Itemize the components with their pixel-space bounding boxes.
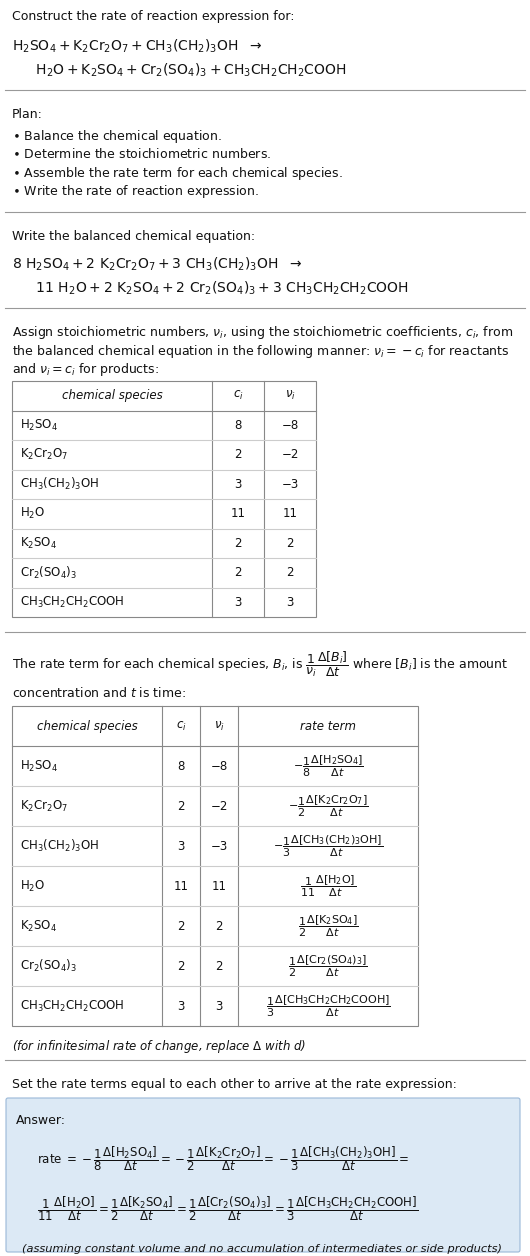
Text: $\mathrm{CH_3(CH_2)_3OH}$: $\mathrm{CH_3(CH_2)_3OH}$	[20, 476, 99, 492]
Text: 2: 2	[234, 448, 242, 461]
Text: $-\dfrac{1}{3}\dfrac{\Delta[\mathrm{CH_3(CH_2)_3OH}]}{\Delta t}$: $-\dfrac{1}{3}\dfrac{\Delta[\mathrm{CH_3…	[273, 833, 383, 859]
Text: $\mathrm{H_2SO_4}$: $\mathrm{H_2SO_4}$	[20, 759, 58, 774]
Text: 2: 2	[286, 566, 294, 579]
Text: $\mathrm{H_2SO_4}$: $\mathrm{H_2SO_4}$	[20, 418, 58, 433]
Text: rate $= -\dfrac{1}{8}\dfrac{\Delta[\mathrm{H_2SO_4}]}{\Delta t} = -\dfrac{1}{2}\: rate $= -\dfrac{1}{8}\dfrac{\Delta[\math…	[37, 1144, 410, 1173]
Text: concentration and $t$ is time:: concentration and $t$ is time:	[12, 686, 186, 700]
Text: 2: 2	[177, 960, 185, 972]
Text: −3: −3	[281, 477, 298, 491]
Text: $\dfrac{1}{11}\dfrac{\Delta[\mathrm{H_2O}]}{\Delta t}$: $\dfrac{1}{11}\dfrac{\Delta[\mathrm{H_2O…	[300, 873, 356, 899]
Text: $\mathrm{CH_3CH_2CH_2COOH}$: $\mathrm{CH_3CH_2CH_2COOH}$	[20, 999, 125, 1014]
Text: Construct the rate of reaction expression for:: Construct the rate of reaction expressio…	[12, 10, 295, 23]
Text: −3: −3	[210, 839, 227, 853]
Text: 2: 2	[234, 536, 242, 550]
Text: 3: 3	[178, 1000, 184, 1012]
Text: 2: 2	[177, 800, 185, 813]
Text: (for infinitesimal rate of change, replace $\Delta$ with $d$): (for infinitesimal rate of change, repla…	[12, 1037, 306, 1055]
Text: 11: 11	[173, 879, 189, 893]
Text: $\mathrm{CH_3CH_2CH_2COOH}$: $\mathrm{CH_3CH_2CH_2COOH}$	[20, 594, 125, 610]
Text: −8: −8	[210, 760, 227, 772]
Text: 2: 2	[215, 960, 223, 972]
Bar	[12, 381, 316, 617]
Text: $\dfrac{1}{2}\dfrac{\Delta[\mathrm{Cr_2(SO_4)_3}]}{\Delta t}$: $\dfrac{1}{2}\dfrac{\Delta[\mathrm{Cr_2(…	[288, 953, 368, 978]
Text: $\mathrm{Cr_2(SO_4)_3}$: $\mathrm{Cr_2(SO_4)_3}$	[20, 958, 77, 975]
Text: $\mathrm{H_2SO_4 + K_2Cr_2O_7 + CH_3(CH_2)_3OH}$  $\rightarrow$: $\mathrm{H_2SO_4 + K_2Cr_2O_7 + CH_3(CH_…	[12, 38, 262, 55]
Text: $c_i$: $c_i$	[233, 389, 243, 402]
FancyBboxPatch shape	[6, 1098, 520, 1252]
Text: rate term: rate term	[300, 720, 356, 732]
Text: $\mathrm{H_2O}$: $\mathrm{H_2O}$	[20, 878, 45, 893]
Text: $\mathrm{Cr_2(SO_4)_3}$: $\mathrm{Cr_2(SO_4)_3}$	[20, 565, 77, 580]
Text: 8: 8	[234, 418, 242, 432]
Text: 3: 3	[234, 477, 242, 491]
Text: 2: 2	[215, 919, 223, 932]
Text: $\nu_i$: $\nu_i$	[285, 389, 295, 402]
Text: $\dfrac{1}{2}\dfrac{\Delta[\mathrm{K_2SO_4}]}{\Delta t}$: $\dfrac{1}{2}\dfrac{\Delta[\mathrm{K_2SO…	[298, 913, 358, 938]
Text: $\mathrm{CH_3(CH_2)_3OH}$: $\mathrm{CH_3(CH_2)_3OH}$	[20, 838, 99, 854]
Text: $\mathrm{K_2SO_4}$: $\mathrm{K_2SO_4}$	[20, 918, 57, 933]
Text: chemical species: chemical species	[61, 389, 162, 402]
Text: $\bullet$ Determine the stoichiometric numbers.: $\bullet$ Determine the stoichiometric n…	[12, 147, 271, 161]
Text: $\bullet$ Assemble the rate term for each chemical species.: $\bullet$ Assemble the rate term for eac…	[12, 165, 343, 182]
Text: $\dfrac{1}{11}\dfrac{\Delta[\mathrm{H_2O}]}{\Delta t} = \dfrac{1}{2}\dfrac{\Delt: $\dfrac{1}{11}\dfrac{\Delta[\mathrm{H_2O…	[37, 1194, 418, 1223]
Text: $\mathrm{H_2O + K_2SO_4 + Cr_2(SO_4)_3 + CH_3CH_2CH_2COOH}$: $\mathrm{H_2O + K_2SO_4 + Cr_2(SO_4)_3 +…	[27, 62, 347, 79]
Text: 3: 3	[234, 595, 242, 609]
Text: the balanced chemical equation in the following manner: $\nu_i = -c_i$ for react: the balanced chemical equation in the fo…	[12, 343, 509, 359]
Text: 2: 2	[286, 536, 294, 550]
Text: 11: 11	[231, 507, 245, 520]
Text: $\mathrm{8\ H_2SO_4 + 2\ K_2Cr_2O_7 + 3\ CH_3(CH_2)_3OH}$  $\rightarrow$: $\mathrm{8\ H_2SO_4 + 2\ K_2Cr_2O_7 + 3\…	[12, 256, 302, 274]
Text: 2: 2	[177, 919, 185, 932]
Text: $\mathrm{11\ H_2O + 2\ K_2SO_4 + 2\ Cr_2(SO_4)_3 + 3\ CH_3CH_2CH_2COOH}$: $\mathrm{11\ H_2O + 2\ K_2SO_4 + 2\ Cr_2…	[27, 280, 409, 298]
Text: The rate term for each chemical species, $B_i$, is $\dfrac{1}{\nu_i}\dfrac{\Delt: The rate term for each chemical species,…	[12, 651, 508, 679]
Text: $c_i$: $c_i$	[175, 720, 187, 732]
Text: Assign stoichiometric numbers, $\nu_i$, using the stoichiometric coefficients, $: Assign stoichiometric numbers, $\nu_i$, …	[12, 324, 513, 340]
Text: $\bullet$ Balance the chemical equation.: $\bullet$ Balance the chemical equation.	[12, 128, 222, 144]
Text: $\mathrm{K_2Cr_2O_7}$: $\mathrm{K_2Cr_2O_7}$	[20, 799, 68, 814]
Text: −2: −2	[281, 448, 299, 461]
Text: 11: 11	[211, 879, 226, 893]
Text: (assuming constant volume and no accumulation of intermediates or side products): (assuming constant volume and no accumul…	[22, 1243, 502, 1253]
Text: chemical species: chemical species	[37, 720, 137, 732]
Text: $-\dfrac{1}{8}\dfrac{\Delta[\mathrm{H_2SO_4}]}{\Delta t}$: $-\dfrac{1}{8}\dfrac{\Delta[\mathrm{H_2S…	[293, 754, 364, 779]
Text: Answer:: Answer:	[16, 1114, 66, 1127]
Text: and $\nu_i = c_i$ for products:: and $\nu_i = c_i$ for products:	[12, 360, 159, 378]
Text: 2: 2	[234, 566, 242, 579]
Text: −2: −2	[210, 800, 228, 813]
Text: $\mathrm{K_2SO_4}$: $\mathrm{K_2SO_4}$	[20, 536, 57, 551]
Text: $\mathrm{K_2Cr_2O_7}$: $\mathrm{K_2Cr_2O_7}$	[20, 447, 68, 462]
Text: Write the balanced chemical equation:: Write the balanced chemical equation:	[12, 230, 255, 242]
Text: 3: 3	[178, 839, 184, 853]
Text: $\bullet$ Write the rate of reaction expression.: $\bullet$ Write the rate of reaction exp…	[12, 183, 259, 201]
Text: 3: 3	[215, 1000, 223, 1012]
Text: $\dfrac{1}{3}\dfrac{\Delta[\mathrm{CH_3CH_2CH_2COOH}]}{\Delta t}$: $\dfrac{1}{3}\dfrac{\Delta[\mathrm{CH_3C…	[266, 993, 391, 1019]
Bar	[12, 706, 418, 1026]
Text: 11: 11	[282, 507, 297, 520]
Text: 8: 8	[178, 760, 184, 772]
Text: Set the rate terms equal to each other to arrive at the rate expression:: Set the rate terms equal to each other t…	[12, 1078, 457, 1091]
Text: Plan:: Plan:	[12, 108, 43, 121]
Text: $-\dfrac{1}{2}\dfrac{\Delta[\mathrm{K_2Cr_2O_7}]}{\Delta t}$: $-\dfrac{1}{2}\dfrac{\Delta[\mathrm{K_2C…	[288, 794, 368, 819]
Text: $\mathrm{H_2O}$: $\mathrm{H_2O}$	[20, 506, 45, 521]
Text: 3: 3	[286, 595, 294, 609]
Text: $\nu_i$: $\nu_i$	[214, 720, 224, 732]
Text: −8: −8	[281, 418, 298, 432]
